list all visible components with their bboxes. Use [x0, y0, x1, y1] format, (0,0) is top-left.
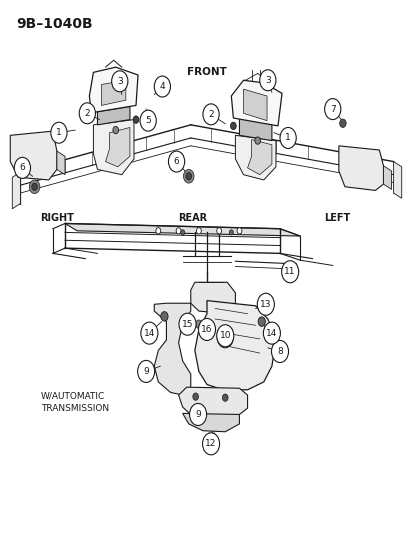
Text: FRONT: FRONT [187, 67, 226, 77]
Text: 9: 9 [143, 367, 149, 376]
Polygon shape [97, 107, 130, 125]
Text: 14: 14 [143, 329, 155, 337]
Text: 10: 10 [219, 331, 230, 340]
Polygon shape [235, 135, 275, 180]
Circle shape [160, 312, 168, 321]
Circle shape [257, 317, 265, 326]
Circle shape [112, 71, 128, 92]
Circle shape [79, 103, 95, 124]
Text: 7: 7 [329, 104, 335, 114]
Text: 2: 2 [208, 110, 214, 119]
Polygon shape [105, 127, 130, 167]
Polygon shape [382, 166, 391, 189]
Circle shape [195, 320, 202, 328]
Text: 5: 5 [145, 116, 151, 125]
Polygon shape [243, 89, 266, 120]
Polygon shape [89, 67, 138, 113]
Circle shape [221, 332, 229, 343]
Polygon shape [12, 172, 20, 209]
Circle shape [222, 394, 228, 401]
Circle shape [281, 261, 298, 283]
Text: RIGHT: RIGHT [40, 213, 74, 223]
Circle shape [32, 183, 37, 190]
Circle shape [196, 228, 201, 234]
Text: W/AUTOMATIC: W/AUTOMATIC [40, 391, 104, 400]
Circle shape [229, 230, 233, 235]
Circle shape [202, 433, 219, 455]
Text: 2: 2 [84, 109, 90, 118]
Circle shape [156, 228, 160, 234]
Text: 9B–1040B: 9B–1040B [16, 17, 93, 31]
Polygon shape [154, 303, 190, 395]
Circle shape [113, 126, 118, 134]
Polygon shape [178, 387, 247, 416]
Circle shape [237, 228, 241, 234]
Text: 4: 4 [159, 82, 165, 91]
Polygon shape [65, 223, 299, 236]
Text: 13: 13 [259, 300, 271, 309]
Text: 12: 12 [205, 439, 216, 448]
Text: REAR: REAR [178, 213, 207, 223]
Text: 3: 3 [116, 77, 122, 86]
Text: 8: 8 [276, 347, 282, 356]
Polygon shape [231, 80, 281, 126]
Circle shape [29, 180, 40, 193]
Circle shape [254, 137, 260, 144]
Circle shape [202, 104, 218, 125]
Polygon shape [247, 140, 271, 175]
Circle shape [205, 322, 212, 331]
Text: 1: 1 [285, 133, 290, 142]
Polygon shape [101, 80, 126, 106]
Polygon shape [182, 414, 239, 432]
Circle shape [192, 393, 198, 400]
Circle shape [154, 76, 170, 97]
Circle shape [259, 70, 275, 91]
Circle shape [257, 293, 274, 316]
Polygon shape [57, 151, 65, 175]
Circle shape [137, 360, 154, 383]
Circle shape [185, 173, 191, 180]
Text: 3: 3 [264, 76, 270, 85]
Circle shape [216, 327, 233, 348]
Polygon shape [190, 282, 235, 314]
Circle shape [279, 127, 296, 149]
Circle shape [180, 230, 184, 235]
Circle shape [178, 313, 196, 335]
Circle shape [216, 228, 221, 234]
Text: 1: 1 [56, 128, 62, 137]
Circle shape [14, 157, 31, 179]
Text: 16: 16 [201, 325, 212, 334]
Polygon shape [239, 117, 271, 141]
Text: 15: 15 [181, 320, 193, 329]
Circle shape [339, 119, 345, 127]
Text: 9: 9 [195, 410, 200, 419]
Circle shape [230, 122, 236, 130]
Text: 14: 14 [266, 329, 277, 337]
Text: 6: 6 [173, 157, 179, 166]
Text: LEFT: LEFT [323, 213, 349, 223]
Polygon shape [393, 161, 401, 198]
Circle shape [176, 228, 180, 234]
Circle shape [168, 151, 184, 172]
Circle shape [51, 122, 67, 143]
Text: TRANSMISSION: TRANSMISSION [40, 405, 109, 414]
Polygon shape [10, 131, 57, 180]
Circle shape [183, 169, 194, 183]
Circle shape [263, 322, 280, 344]
Polygon shape [195, 301, 275, 390]
Circle shape [140, 110, 156, 131]
Circle shape [189, 403, 206, 425]
Text: 11: 11 [284, 267, 295, 276]
Polygon shape [93, 119, 134, 175]
Circle shape [324, 99, 340, 119]
Circle shape [198, 318, 215, 341]
Circle shape [133, 116, 138, 123]
Circle shape [216, 325, 233, 347]
Polygon shape [338, 146, 382, 190]
Circle shape [271, 341, 288, 362]
Circle shape [140, 322, 157, 344]
Text: 6: 6 [19, 163, 25, 172]
